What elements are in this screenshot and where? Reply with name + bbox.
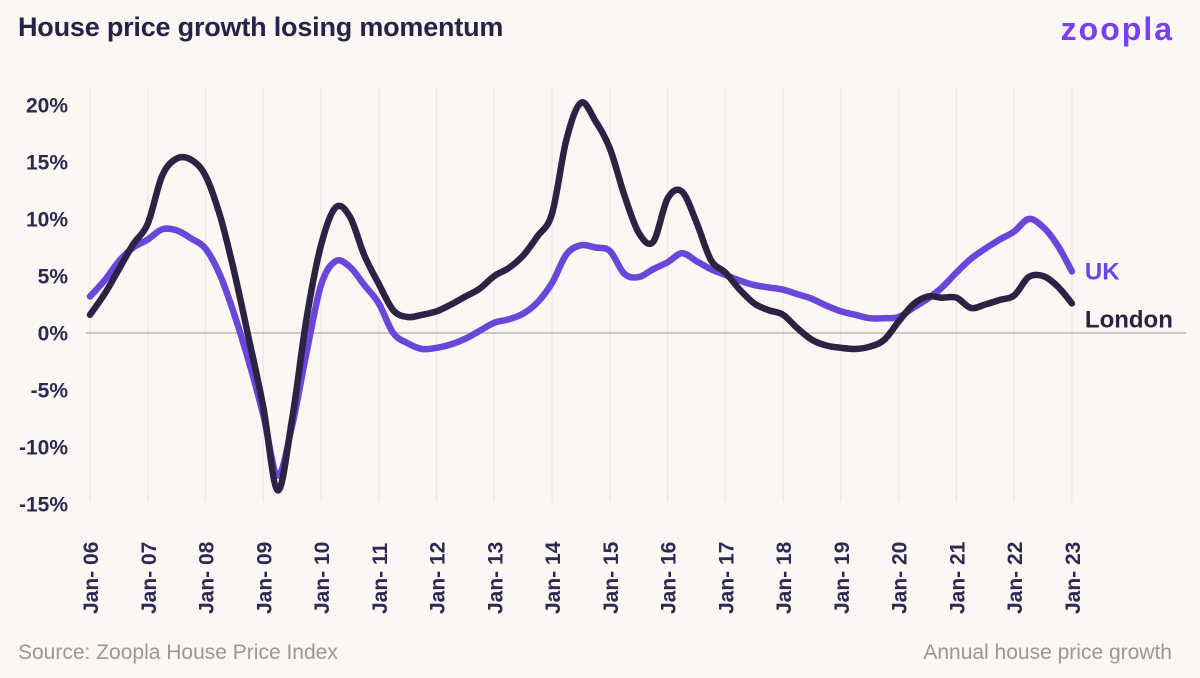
- x-axis-label: Jan- 14: [542, 541, 565, 614]
- x-axis-label: Jan- 12: [427, 542, 450, 614]
- london-line: [86, 99, 1076, 494]
- x-axis-label: Jan- 16: [658, 542, 681, 614]
- series-label-uk: UK: [1085, 258, 1120, 285]
- x-axis-label: Jan- 11: [369, 542, 392, 614]
- x-axis-label: Jan- 06: [80, 542, 103, 614]
- x-axis-label: Jan- 18: [773, 541, 796, 614]
- y-axis-label: -15%: [19, 494, 68, 517]
- x-axis-label: Jan- 17: [715, 542, 738, 614]
- page-title: House price growth losing momentum: [18, 12, 504, 42]
- x-axis-label: Jan- 10: [311, 542, 334, 614]
- series-label-london: London: [1085, 306, 1173, 333]
- x-axis-label: Jan- 19: [831, 542, 854, 614]
- y-axis-label: -5%: [31, 380, 69, 403]
- y-axis-label: 10%: [26, 209, 68, 232]
- x-axis-label: Jan- 15: [600, 541, 623, 614]
- x-axis-label: Jan- 09: [253, 542, 276, 614]
- y-axis-label: -10%: [19, 437, 68, 460]
- x-axis-label: Jan- 23: [1062, 542, 1085, 614]
- y-axis-label: 15%: [26, 152, 68, 175]
- chart-subtitle: Annual house price growth: [923, 641, 1172, 664]
- x-axis-label: Jan- 13: [484, 542, 507, 614]
- y-axis-label: 20%: [26, 95, 68, 118]
- y-axis-label: 5%: [38, 266, 69, 289]
- source-note: Source: Zoopla House Price Index: [18, 641, 338, 664]
- y-axis-label: 0%: [38, 323, 69, 346]
- x-axis-label: Jan- 07: [138, 542, 161, 614]
- uk-line: [86, 215, 1076, 479]
- x-axis-label: Jan- 08: [196, 541, 219, 614]
- x-axis-label: Jan- 21: [946, 541, 969, 614]
- x-axis-label: Jan- 20: [889, 542, 912, 614]
- zoopla-logo: zoopla: [1060, 11, 1174, 47]
- x-axis-label: Jan- 22: [1004, 542, 1027, 614]
